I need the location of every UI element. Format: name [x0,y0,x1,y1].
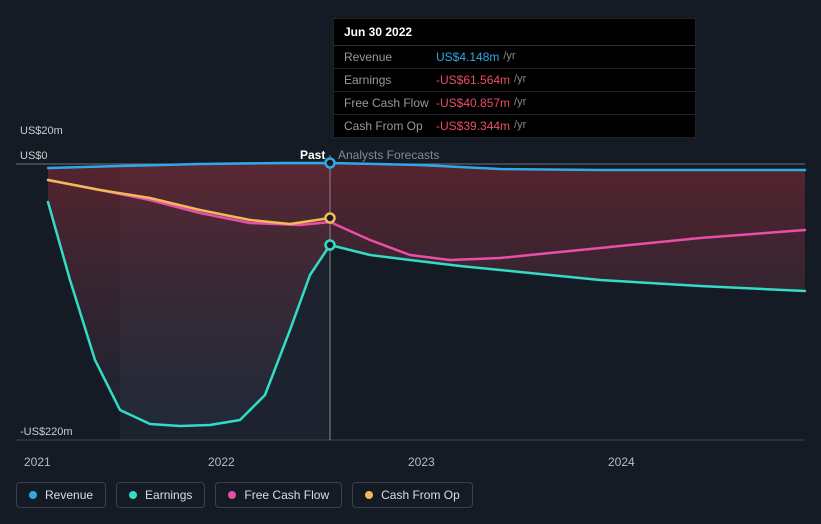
tooltip-row-suffix: /yr [514,96,526,110]
tooltip-row-label: Cash From Op [344,119,436,133]
legend-dot-icon [365,491,373,499]
tooltip-date: Jun 30 2022 [334,19,695,46]
legend-item-revenue[interactable]: Revenue [16,482,106,508]
tooltip-row: Free Cash Flow-US$40.857m/yr [334,92,695,115]
legend-dot-icon [129,491,137,499]
legend-item-label: Revenue [45,488,93,502]
tooltip-row-label: Free Cash Flow [344,96,436,110]
tooltip-row-suffix: /yr [514,73,526,87]
past-label: Past [300,148,325,162]
tooltip-row-label: Earnings [344,73,436,87]
financials-time-series-chart: US$20m US$0 -US$220m Past Analysts Forecas… [0,0,821,524]
legend-item-label: Free Cash Flow [244,488,329,502]
tooltip-row-value: -US$61.564m [436,73,510,87]
chart-tooltip: Jun 30 2022 RevenueUS$4.148m/yrEarnings-… [333,18,696,138]
tooltip-row: Earnings-US$61.564m/yr [334,69,695,92]
legend-dot-icon [29,491,37,499]
legend-dot-icon [228,491,236,499]
x-axis-tick: 2023 [408,455,435,469]
tooltip-row-label: Revenue [344,50,436,64]
legend-item-label: Earnings [145,488,192,502]
x-axis-tick: 2021 [24,455,51,469]
tooltip-row: RevenueUS$4.148m/yr [334,46,695,69]
tooltip-row-suffix: /yr [503,50,515,64]
forecasts-label: Analysts Forecasts [338,148,439,162]
x-axis-tick: 2024 [608,455,635,469]
legend-item-free_cash_flow[interactable]: Free Cash Flow [215,482,342,508]
tooltip-row-value: -US$39.344m [436,119,510,133]
chart-legend: Revenue Earnings Free Cash Flow Cash From O… [16,482,473,508]
x-axis-tick: 2022 [208,455,235,469]
tooltip-row: Cash From Op-US$39.344m/yr [334,115,695,137]
y-axis-label: US$0 [20,150,48,162]
y-axis-label: -US$220m [20,426,73,438]
legend-item-cash_from_op[interactable]: Cash From Op [352,482,473,508]
y-axis-label: US$20m [20,125,63,137]
legend-item-earnings[interactable]: Earnings [116,482,205,508]
tooltip-row-suffix: /yr [514,119,526,133]
tooltip-row-value: -US$40.857m [436,96,510,110]
tooltip-row-value: US$4.148m [436,50,499,64]
legend-item-label: Cash From Op [381,488,460,502]
